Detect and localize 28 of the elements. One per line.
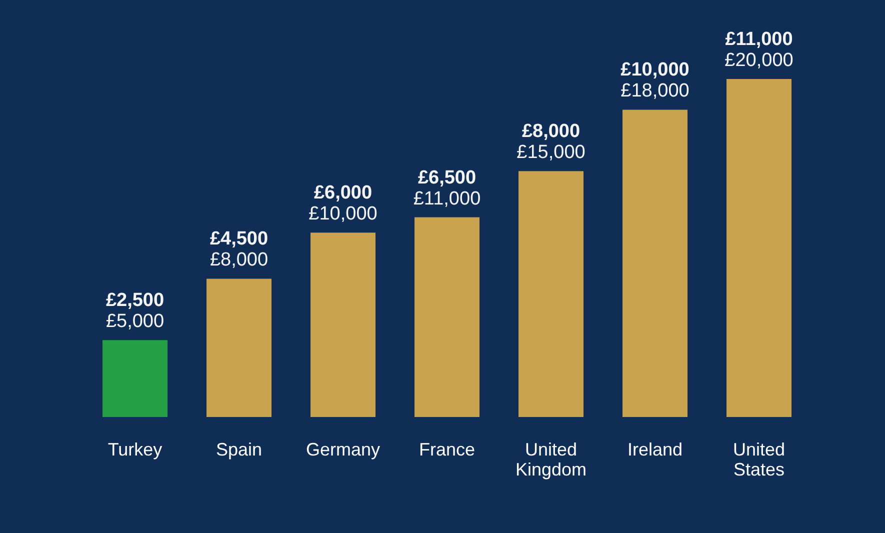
bar — [414, 217, 480, 417]
data-label: £10,000 — [620, 60, 690, 81]
data-label: £11,000 — [725, 29, 793, 50]
bar — [310, 232, 376, 417]
annotation: £20,000 — [724, 50, 794, 71]
data-label: £2,500 — [106, 290, 164, 312]
annotation: £5,000 — [106, 311, 164, 332]
bar — [726, 79, 792, 417]
annotation: £15,000 — [516, 142, 586, 164]
data-label: £6,500 — [418, 167, 476, 188]
annotation: £11,000 — [413, 188, 481, 210]
x-tick-label: Turkey — [108, 440, 162, 460]
x-tick-label: United Kingdom — [515, 440, 587, 480]
bar — [518, 171, 584, 417]
x-tick-label: France — [418, 440, 476, 460]
x-tick-label: Spain — [216, 440, 262, 460]
x-tick-label: Ireland — [627, 440, 683, 460]
data-label: £6,000 — [314, 182, 372, 204]
data-label: £4,500 — [210, 228, 268, 250]
bar — [102, 340, 168, 417]
x-tick-label: Germany — [306, 440, 380, 460]
x-tick-label: United States — [732, 440, 786, 480]
bar — [622, 110, 688, 417]
data-label: £8,000 — [522, 121, 580, 142]
annotation: £8,000 — [210, 250, 268, 271]
annotation: £10,000 — [308, 204, 378, 225]
bar — [206, 278, 272, 417]
annotation: £18,000 — [620, 80, 690, 102]
